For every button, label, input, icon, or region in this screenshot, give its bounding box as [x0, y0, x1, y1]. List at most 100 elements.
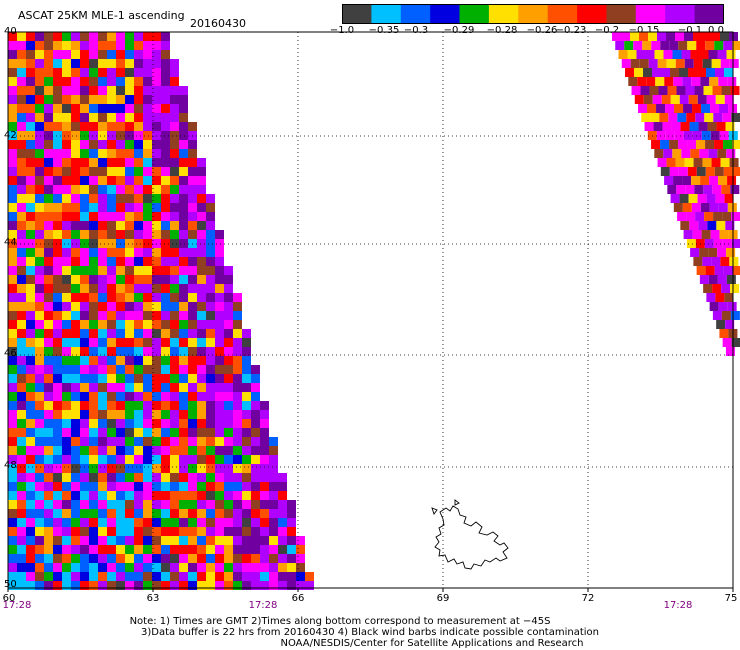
wind-cell [89, 446, 98, 455]
wind-cell [107, 437, 116, 446]
wind-cell [161, 365, 170, 374]
wind-cell [161, 194, 170, 203]
wind-cell [80, 104, 89, 113]
wind-cell [8, 500, 17, 509]
wind-cell [206, 428, 215, 437]
colorbar-swatch [635, 4, 666, 24]
wind-cell [233, 419, 242, 428]
wind-cell [125, 113, 134, 122]
wind-cell [197, 338, 206, 347]
wind-cell [170, 68, 179, 77]
wind-cell [242, 464, 251, 473]
wind-cell [676, 86, 686, 95]
wind-cell [296, 572, 305, 581]
wind-cell [26, 167, 35, 176]
wind-cell [206, 473, 215, 482]
wind-cell [134, 50, 143, 59]
wind-cell [62, 32, 71, 41]
wind-cell [678, 167, 688, 176]
wind-cell [666, 59, 676, 68]
wind-cell [658, 86, 668, 95]
wind-cell [143, 131, 152, 140]
wind-cell [35, 572, 44, 581]
wind-cell [664, 176, 674, 185]
wind-cell [71, 572, 80, 581]
wind-cell [107, 338, 116, 347]
wind-cell [648, 59, 658, 68]
wind-cell [215, 572, 224, 581]
wind-cell [707, 122, 717, 131]
wind-cell [98, 158, 107, 167]
wind-cell [197, 428, 206, 437]
wind-cell [152, 482, 161, 491]
wind-cell [671, 122, 681, 131]
wind-cell [708, 248, 718, 257]
wind-cell [170, 221, 179, 230]
wind-cell [260, 572, 269, 581]
wind-cell [170, 500, 179, 509]
wind-cell [35, 311, 44, 320]
wind-cell [197, 554, 206, 563]
wind-cell [53, 140, 62, 149]
wind-cell [26, 581, 35, 590]
wind-cell [116, 266, 125, 275]
wind-cell [161, 185, 170, 194]
wind-cell [8, 293, 17, 302]
wind-cell [35, 167, 44, 176]
wind-cell [643, 68, 653, 77]
wind-cell [690, 248, 700, 257]
wind-cell [667, 185, 677, 194]
wind-cell [107, 50, 116, 59]
wind-cell [687, 41, 697, 50]
wind-cell [718, 176, 728, 185]
wind-cell [17, 293, 26, 302]
wind-cell [152, 221, 161, 230]
wind-cell [711, 32, 720, 41]
wind-cell [35, 509, 44, 518]
wind-cell [215, 284, 224, 293]
wind-cell [696, 167, 706, 176]
wind-cell [116, 284, 125, 293]
wind-cell [179, 383, 188, 392]
wind-cell [678, 140, 688, 149]
wind-cell [125, 338, 134, 347]
wind-cell [170, 455, 179, 464]
wind-cell [98, 59, 107, 68]
wind-cell [161, 293, 170, 302]
wind-cell [206, 563, 215, 572]
wind-cell [125, 392, 134, 401]
wind-cell [242, 491, 251, 500]
wind-cell [161, 230, 170, 239]
wind-cell [80, 158, 89, 167]
wind-cell [143, 383, 152, 392]
wind-cell [53, 185, 62, 194]
colorbar-swatch [694, 4, 724, 24]
wind-cell [179, 410, 188, 419]
wind-cell [161, 302, 170, 311]
wind-cell [17, 392, 26, 401]
wind-cell [179, 284, 188, 293]
wind-cell [53, 230, 62, 239]
wind-cell [170, 77, 179, 86]
wind-cell [26, 248, 35, 257]
wind-cell [143, 158, 152, 167]
wind-cell [683, 230, 693, 239]
wind-cell [125, 500, 134, 509]
wind-cell [134, 257, 143, 266]
wind-cell [62, 230, 71, 239]
wind-cell [161, 518, 170, 527]
wind-cell [71, 527, 80, 536]
wind-cell [152, 572, 161, 581]
wind-cell [134, 284, 143, 293]
wind-cell [53, 293, 62, 302]
wind-cell [17, 50, 26, 59]
wind-cell [269, 518, 278, 527]
wind-cell [706, 194, 716, 203]
wind-cell [98, 329, 107, 338]
wind-cell [654, 149, 664, 158]
wind-cell [197, 365, 206, 374]
wind-cell [26, 311, 35, 320]
wind-cell [682, 203, 692, 212]
wind-cell [729, 257, 739, 266]
wind-cell [71, 194, 80, 203]
